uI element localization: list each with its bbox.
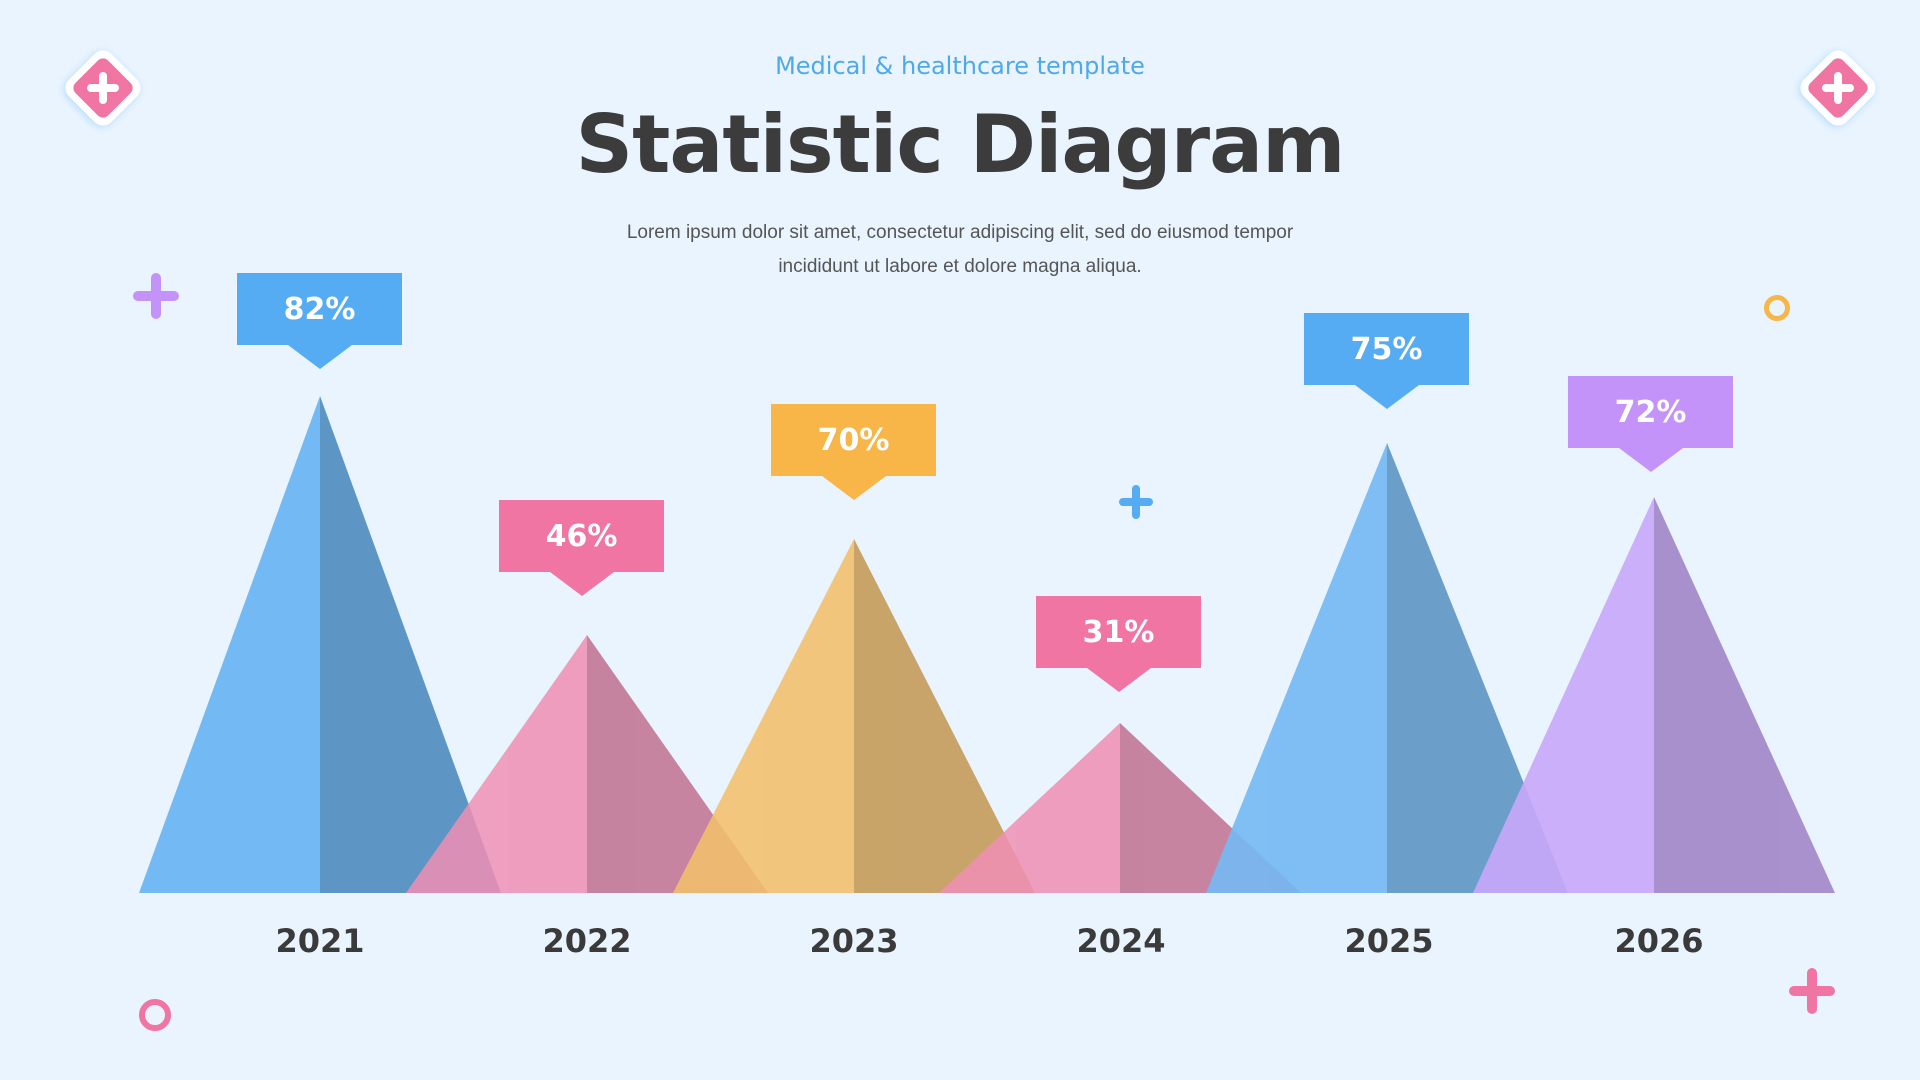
value-label-2026: 72% [1568, 376, 1733, 448]
page-title: Statistic Diagram [575, 98, 1346, 191]
plus-diamond-icon [65, 50, 141, 126]
triangle-2026 [1473, 497, 1835, 893]
value-label-2025: 75% [1304, 313, 1469, 385]
x-axis-label-2025: 2025 [1344, 922, 1434, 960]
triangle-2023 [673, 539, 1035, 893]
plus-diamond-icon [1800, 50, 1876, 126]
x-axis-label-2023: 2023 [809, 922, 899, 960]
plus-icon [1789, 968, 1835, 1014]
description-line-1: Lorem ipsum dolor sit amet, consectetur … [626, 222, 1294, 243]
x-axis-label-2024: 2024 [1076, 922, 1166, 960]
x-axis-label-2022: 2022 [542, 922, 632, 960]
value-label-2022: 46% [499, 500, 664, 572]
plus-icon [133, 273, 179, 319]
value-label-2024: 31% [1036, 596, 1201, 668]
ring-icon [139, 999, 171, 1031]
description-line-2: incididunt ut labore et dolore magna ali… [778, 256, 1142, 277]
triangle-2025 [1206, 443, 1568, 893]
description: Lorem ipsum dolor sit amet, consectetur … [560, 216, 1360, 284]
x-axis-label-2021: 2021 [275, 922, 365, 960]
subtitle: Medical & healthcare template [775, 52, 1145, 80]
value-label-2023: 70% [771, 404, 936, 476]
ring-icon [1764, 295, 1790, 321]
triangle-2021 [139, 396, 501, 893]
plus-icon [1119, 485, 1153, 519]
value-label-2021: 82% [237, 273, 402, 345]
x-axis-label-2026: 2026 [1614, 922, 1704, 960]
